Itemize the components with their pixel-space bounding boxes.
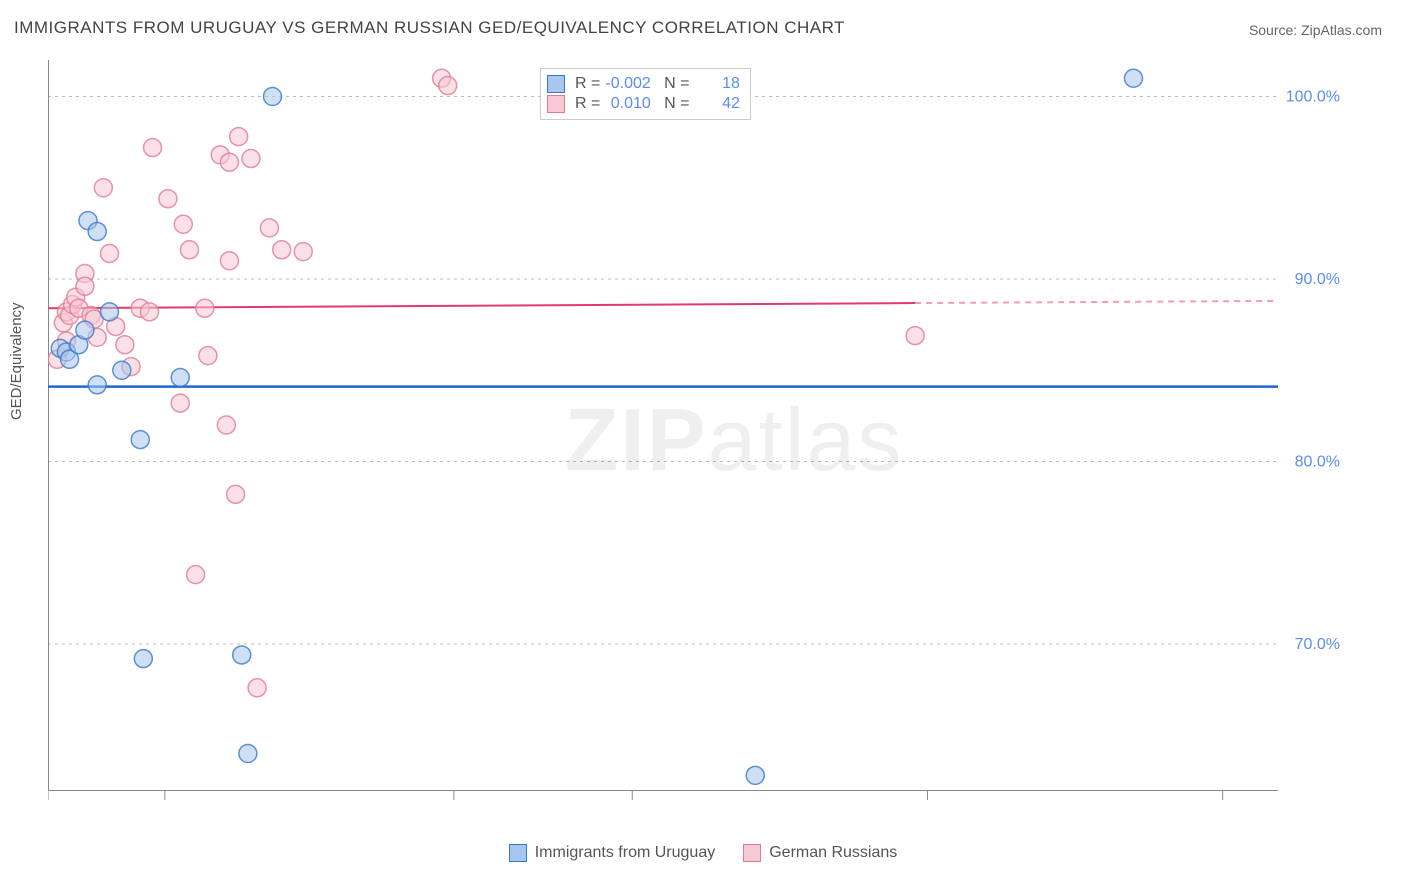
point-blue xyxy=(746,766,764,784)
point-pink xyxy=(220,252,238,270)
legend-row: R = -0.002 N = 18 xyxy=(547,75,740,93)
legend-swatch xyxy=(509,844,527,862)
stats-legend-box: R = -0.002 N = 18 R = 0.010 N = 42 xyxy=(540,68,751,120)
point-pink xyxy=(242,150,260,168)
point-blue xyxy=(171,369,189,387)
point-pink xyxy=(230,128,248,146)
legend-swatch xyxy=(743,844,761,862)
point-blue xyxy=(263,88,281,106)
point-pink xyxy=(220,153,238,171)
legend-label: German Russians xyxy=(769,844,897,862)
legend-swatch xyxy=(547,75,565,93)
legend-label: Immigrants from Uruguay xyxy=(535,844,716,862)
regression-line-pink xyxy=(48,303,915,308)
point-pink xyxy=(439,77,457,95)
point-blue xyxy=(113,361,131,379)
legend-item: German Russians xyxy=(743,844,897,862)
point-pink xyxy=(159,190,177,208)
point-pink xyxy=(94,179,112,197)
y-tick-label: 70.0% xyxy=(1295,636,1340,653)
point-blue xyxy=(134,650,152,668)
source-attribution: Source: ZipAtlas.com xyxy=(1249,22,1382,38)
legend-swatch xyxy=(547,95,565,113)
point-pink xyxy=(187,566,205,584)
point-pink xyxy=(906,327,924,345)
y-tick-label: 100.0% xyxy=(1286,89,1340,106)
point-pink xyxy=(140,303,158,321)
point-pink xyxy=(174,215,192,233)
point-pink xyxy=(199,347,217,365)
legend-text: R = -0.002 N = 18 xyxy=(575,75,740,93)
point-blue xyxy=(1124,69,1142,87)
point-pink xyxy=(144,139,162,157)
series-legend: Immigrants from Uruguay German Russians xyxy=(0,844,1406,862)
point-pink xyxy=(217,416,235,434)
point-pink xyxy=(180,241,198,259)
plot-area: 70.0%80.0%90.0%100.0%0.0%40.0% ZIPatlas … xyxy=(48,60,1348,800)
point-blue xyxy=(76,321,94,339)
point-pink xyxy=(196,299,214,317)
point-blue xyxy=(131,431,149,449)
y-axis-label: GED/Equivalency xyxy=(8,302,25,420)
point-pink xyxy=(260,219,278,237)
plot-svg: 70.0%80.0%90.0%100.0%0.0%40.0% xyxy=(48,60,1348,800)
point-pink xyxy=(101,244,119,262)
point-pink xyxy=(248,679,266,697)
point-blue xyxy=(101,303,119,321)
legend-text: R = 0.010 N = 42 xyxy=(575,95,740,113)
y-tick-label: 80.0% xyxy=(1295,454,1340,471)
point-pink xyxy=(171,394,189,412)
y-tick-label: 90.0% xyxy=(1295,271,1340,288)
point-pink xyxy=(273,241,291,259)
chart-title: IMMIGRANTS FROM URUGUAY VS GERMAN RUSSIA… xyxy=(14,18,845,38)
point-pink xyxy=(227,485,245,503)
legend-item: Immigrants from Uruguay xyxy=(509,844,716,862)
point-pink xyxy=(116,336,134,354)
point-blue xyxy=(239,745,257,763)
regression-line-pink-dash xyxy=(915,301,1278,303)
point-blue xyxy=(233,646,251,664)
point-pink xyxy=(76,277,94,295)
point-blue xyxy=(88,376,106,394)
legend-row: R = 0.010 N = 42 xyxy=(547,95,740,113)
point-blue xyxy=(88,223,106,241)
point-pink xyxy=(294,243,312,261)
